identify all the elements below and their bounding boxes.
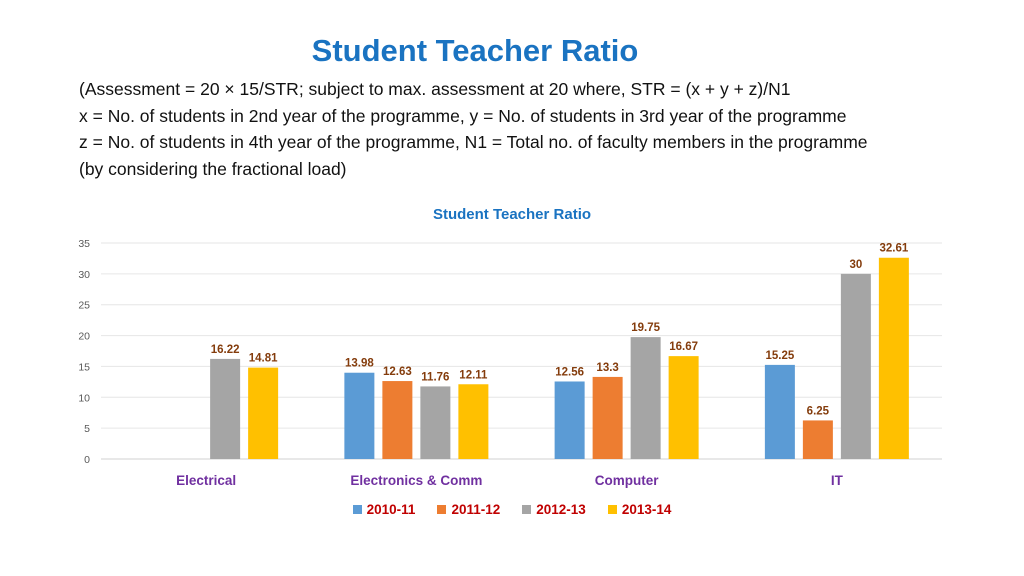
legend-swatch <box>437 505 447 514</box>
y-tick-label: 10 <box>78 392 90 404</box>
data-label: 13.98 <box>345 358 374 370</box>
legend-item: 2011-12 <box>437 502 500 517</box>
bar <box>630 337 661 459</box>
legend-swatch <box>607 505 617 514</box>
data-label: 11.76 <box>421 371 449 383</box>
bar <box>248 367 279 459</box>
y-tick-label: 15 <box>78 361 90 373</box>
data-label: 32.61 <box>879 243 908 255</box>
y-tick-label: 25 <box>78 300 90 312</box>
bar <box>840 273 871 459</box>
data-label: 16.67 <box>669 341 698 353</box>
data-label: 12.56 <box>555 366 584 378</box>
y-tick-label: 35 <box>78 238 90 250</box>
legend-item: 2010-11 <box>352 502 416 517</box>
data-label: 16.22 <box>211 344 240 356</box>
bar <box>554 381 585 459</box>
chart-legend: 2010-11 2011-12 2012-13 2013-14 <box>0 502 1024 517</box>
bar <box>878 257 909 459</box>
legend-label: 2011-12 <box>451 502 501 517</box>
slide-title: Student Teacher Ratio <box>311 33 639 68</box>
description-line: x = No. of students in 2nd year of the p… <box>79 105 847 126</box>
legend-swatch <box>352 505 362 514</box>
bar <box>458 384 489 459</box>
data-label: 12.11 <box>459 369 488 381</box>
data-label: 30 <box>849 259 862 271</box>
data-label: 13.3 <box>596 362 618 374</box>
legend-label: 2010-11 <box>366 502 416 517</box>
data-label: 12.63 <box>383 366 412 378</box>
legend-label: 2013-14 <box>621 502 672 517</box>
category-label: Electronics & Comm <box>350 473 482 488</box>
data-label: 19.75 <box>631 322 660 334</box>
legend-swatch <box>522 505 532 514</box>
data-label: 6.25 <box>807 405 830 417</box>
y-tick-label: 5 <box>84 423 90 435</box>
category-label: IT <box>831 473 844 488</box>
chart-title: Student Teacher Ratio <box>432 206 592 223</box>
y-tick-label: 20 <box>78 331 90 343</box>
description-line: (Assessment = 20 × 15/STR; subject to ma… <box>79 79 791 99</box>
bar <box>210 358 241 459</box>
data-label: 15.25 <box>765 350 794 362</box>
bar <box>668 356 699 459</box>
y-tick-label: 0 <box>84 454 90 466</box>
y-tick-label: 30 <box>78 269 90 281</box>
bar <box>420 386 451 459</box>
data-label: 14.81 <box>249 353 278 365</box>
description-line: (by considering the fractional load) <box>79 158 347 179</box>
slide-description: (Assessment = 20 × 15/STR; subject to ma… <box>79 76 979 182</box>
category-label: Electrical <box>176 473 236 488</box>
legend-item: 2013-14 <box>607 502 672 517</box>
bar <box>764 364 795 459</box>
legend-item: 2012-13 <box>522 502 586 517</box>
bar <box>382 381 413 459</box>
description-line: z = No. of students in 4th year of the p… <box>79 132 868 152</box>
bar <box>344 372 375 459</box>
bar <box>592 376 623 459</box>
legend-label: 2012-13 <box>536 502 586 517</box>
bar <box>802 420 833 459</box>
category-label: Computer <box>595 473 659 488</box>
